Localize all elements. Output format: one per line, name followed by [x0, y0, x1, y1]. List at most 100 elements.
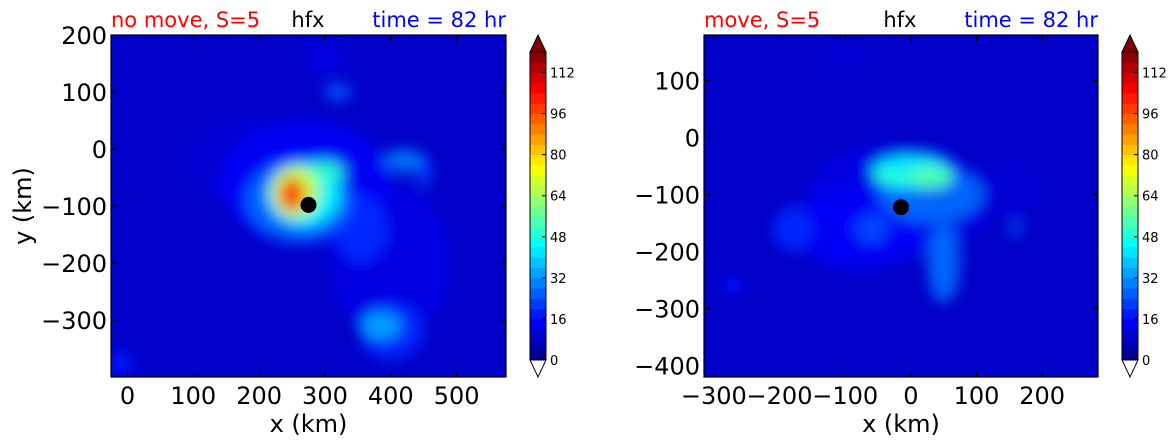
- colorbar-tick-label: 32: [550, 272, 567, 287]
- plot-frame: [703, 34, 1099, 378]
- x-tick-label: 400: [368, 382, 414, 410]
- y-tick-label: −200: [41, 250, 107, 278]
- field-blob: [907, 166, 954, 189]
- colorbar-segment: [530, 349, 546, 361]
- colorbar-segment: [1122, 134, 1138, 145]
- field-blob: [324, 83, 352, 101]
- title-right: time = 82 hr: [964, 8, 1098, 32]
- colorbar-segment: [530, 134, 546, 145]
- colorbar-segment: [530, 62, 546, 73]
- x-ticks: −300 −200 −100 0 100 200: [681, 35, 1065, 410]
- colorbar-segment: [530, 93, 546, 104]
- colorbar-segment: [530, 72, 546, 84]
- y-ticks: −400 −300 −200 −100 0 100: [634, 68, 1098, 381]
- colorbar-segment: [530, 144, 546, 156]
- colorbar-segment: [530, 288, 546, 299]
- colorbar-segment: [1122, 175, 1138, 186]
- colorbar-segment: [530, 277, 546, 289]
- colorbar-tick-label: 80: [1142, 149, 1159, 164]
- colorbar-tick-label: 96: [550, 108, 567, 123]
- colorbar-tick-label: 112: [550, 67, 575, 82]
- colorbar-segment: [1122, 308, 1138, 320]
- colorbar-segment: [530, 113, 546, 125]
- field-blob: [305, 40, 345, 75]
- title-right: time = 82 hr: [372, 8, 506, 32]
- colorbar-segment: [1122, 298, 1138, 310]
- colorbar-segment: [530, 123, 546, 135]
- colorbar-segment: [530, 216, 546, 227]
- colorbar-segment: [1122, 206, 1138, 217]
- colorbar-segment: [1122, 113, 1138, 125]
- colorbar-tick-label: 96: [1142, 108, 1159, 123]
- heatmap-field: [111, 40, 451, 375]
- colorbar-tick-label: 0: [1142, 354, 1150, 369]
- colorbar: 0 16 32 48 64 80 96 112: [529, 33, 575, 379]
- colorbar-segment: [1122, 103, 1138, 114]
- colorbar-segment: [530, 195, 546, 207]
- colorbar-segment: [1122, 144, 1138, 156]
- colorbar-tick-label: 16: [1142, 313, 1159, 328]
- colorbar-tick-label: 0: [550, 354, 558, 369]
- x-tick-label: 0: [903, 382, 918, 410]
- x-tick-label: 100: [954, 382, 1000, 410]
- colorbar-segment: [1122, 185, 1138, 197]
- y-tick-label: 0: [92, 136, 107, 164]
- colorbar-segment: [1122, 277, 1138, 289]
- x-tick-label: −100: [812, 382, 878, 410]
- colorbar-segment: [1122, 82, 1138, 94]
- y-ticks: −300 −200 −100 0 100 200: [41, 22, 506, 335]
- colorbar-segment: [1122, 62, 1138, 73]
- field-blob: [976, 160, 1043, 218]
- panel-left: no move, S=5 hfx time = 82 hr 0 100 200 300…: [9, 8, 575, 438]
- x-axis-label: x (km): [862, 410, 940, 438]
- field-blob: [772, 206, 813, 252]
- field-blob: [384, 149, 424, 172]
- colorbar-frame: [1121, 51, 1139, 361]
- colorbar-segment: [530, 164, 546, 176]
- colorbar-segment: [1122, 236, 1138, 248]
- y-tick-label: −400: [634, 353, 700, 381]
- colorbar-tick-label: 64: [1142, 190, 1159, 205]
- field-blob: [818, 40, 872, 75]
- panel-right: move, S=5 hfx time = 82 hr −300 −200 −100 0…: [634, 8, 1167, 438]
- storm-center-marker: [893, 199, 909, 216]
- storm-center-marker: [300, 196, 317, 213]
- colorbar-segment: [1122, 93, 1138, 104]
- colorbar-segment: [1122, 226, 1138, 238]
- x-axis-label: x (km): [270, 410, 348, 438]
- field-blob: [305, 160, 345, 184]
- x-tick-label: −300: [681, 382, 747, 410]
- y-tick-label: −200: [634, 239, 700, 267]
- colorbar-segment: [1122, 72, 1138, 84]
- x-tick-label: 0: [120, 382, 135, 410]
- colorbar-frame: [529, 51, 547, 361]
- colorbar-segment: [530, 329, 546, 340]
- colorbar-segment: [1122, 123, 1138, 135]
- colorbar-segment: [530, 82, 546, 94]
- colorbar-segment: [1122, 164, 1138, 176]
- colorbar-segment: [530, 298, 546, 310]
- colorbar-segment: [530, 339, 546, 351]
- colorbar-extend-max: [529, 33, 547, 53]
- colorbar-segment: [530, 206, 546, 217]
- colorbar-segment: [530, 247, 546, 258]
- colorbar-segment: [1122, 288, 1138, 299]
- colorbar-segment: [1122, 247, 1138, 258]
- x-tick-label: 200: [1019, 382, 1065, 410]
- x-ticks: 0 100 200 300 400 500: [120, 35, 480, 410]
- colorbar-tick-label: 32: [1142, 272, 1159, 287]
- field-blob: [361, 311, 401, 340]
- colorbar-extend-min: [1121, 359, 1139, 379]
- title-center: hfx: [291, 8, 324, 32]
- x-tick-label: 200: [236, 382, 282, 410]
- field-blob: [111, 351, 135, 375]
- colorbar-segment: [1122, 349, 1138, 361]
- colorbar-segment: [530, 175, 546, 186]
- field-blob: [855, 214, 888, 244]
- y-tick-label: −100: [41, 193, 107, 221]
- field-blob: [874, 168, 908, 187]
- title-left: no move, S=5: [111, 8, 260, 32]
- y-tick-label: 100: [61, 79, 107, 107]
- colorbar-segment: [1122, 216, 1138, 227]
- colorbar-segment: [530, 226, 546, 238]
